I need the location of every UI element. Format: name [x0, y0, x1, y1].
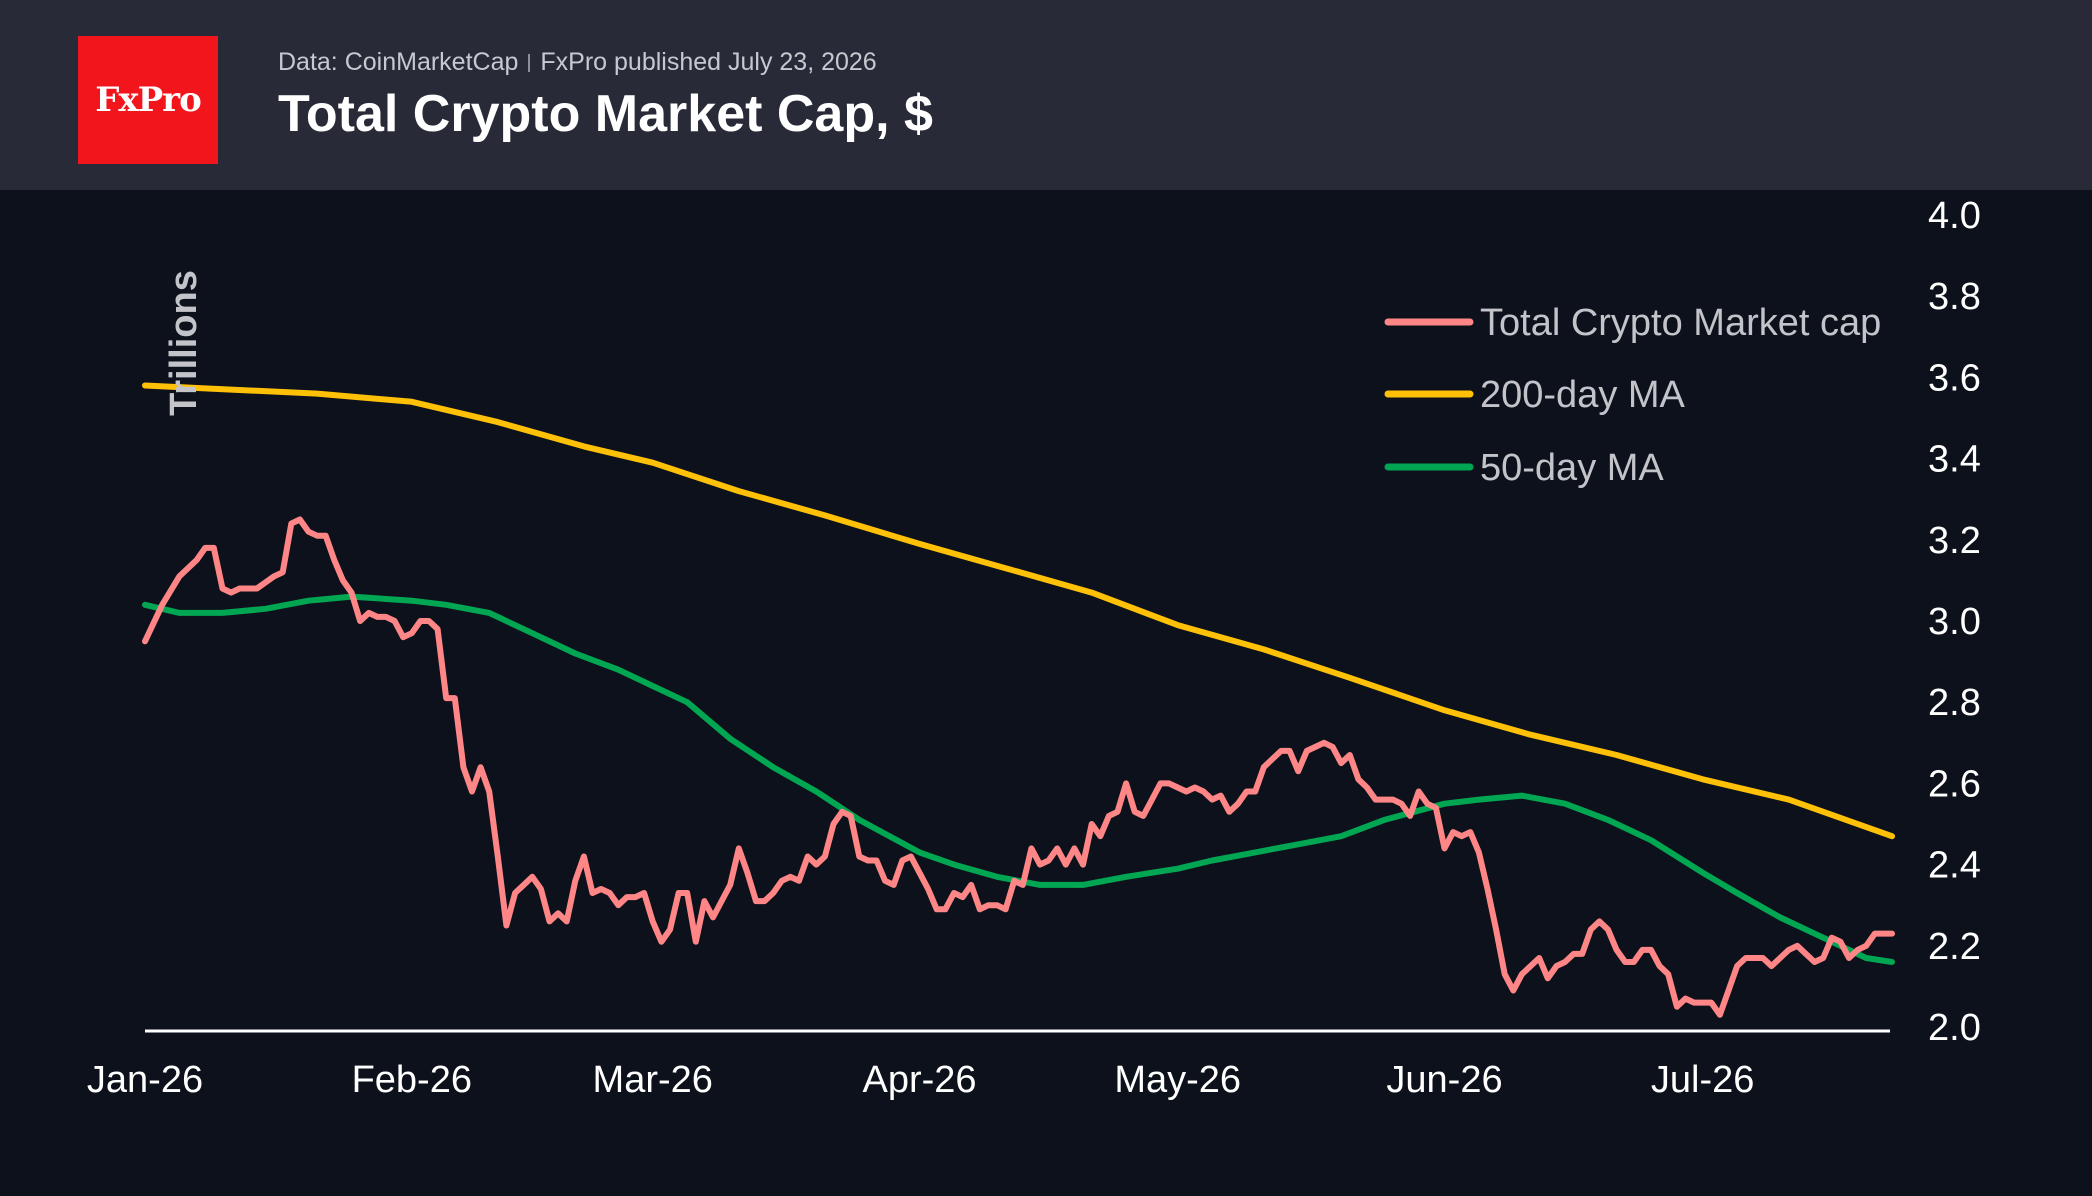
x-tick-label: Jul-26: [1651, 1059, 1755, 1101]
x-tick-label: Mar-26: [593, 1059, 713, 1101]
x-tick-label: Jan-26: [87, 1059, 203, 1101]
y-tick-label: 3.8: [1928, 276, 1981, 318]
y-tick-labels: 4.0 3.8 3.6 3.4 3.2 3.0 2.8 2.6 2.4 2.2 2.0: [1928, 195, 1981, 1049]
y-axis-label: Trillions: [163, 270, 205, 416]
y-tick-label: 3.0: [1928, 601, 1981, 643]
x-tick-label: Feb-26: [352, 1059, 472, 1101]
y-tick-label: 3.2: [1928, 520, 1981, 562]
meta-line: Data: CoinMarketCap FxPro published July …: [278, 48, 877, 77]
y-tick-label: 3.4: [1928, 439, 1981, 481]
y-tick-label: 4.0: [1928, 195, 1981, 237]
legend-label: 200-day MA: [1480, 374, 1686, 416]
y-tick-label: 2.6: [1928, 763, 1981, 805]
series-layer: [142, 382, 1895, 1018]
y-tick-label: 2.8: [1928, 682, 1981, 724]
legend-item: 50-day MA: [1384, 447, 1664, 489]
legend-item: 200-day MA: [1384, 374, 1686, 416]
chart-header: FxPro Data: CoinMarketCap FxPro published…: [0, 0, 2092, 190]
x-tick-labels: Jan-26 Feb-26 Mar-26 Apr-26 May-26 Jun-26 Jul-…: [87, 1059, 1755, 1101]
x-tick-label: May-26: [1114, 1059, 1241, 1101]
legend-item: Total Crypto Market cap: [1384, 302, 1881, 344]
chart-title: Total Crypto Market Cap, $: [278, 85, 933, 143]
y-tick-label: 3.6: [1928, 357, 1981, 399]
series-line-50-day-ma: [142, 593, 1895, 965]
x-tick-label: Jun-26: [1386, 1059, 1502, 1101]
fxpro-logo: FxPro: [78, 36, 218, 164]
logo-text: FxPro: [95, 80, 202, 120]
y-tick-label: 2.2: [1928, 926, 1981, 968]
legend-label: 50-day MA: [1480, 447, 1664, 489]
legend: Total Crypto Market cap 200-day MA 50-day …: [1384, 302, 1881, 489]
y-tick-label: 2.0: [1928, 1007, 1981, 1049]
meta-separator: [528, 54, 531, 73]
legend-label: Total Crypto Market cap: [1480, 302, 1881, 344]
x-tick-label: Apr-26: [863, 1059, 977, 1101]
published-date: FxPro published July 23, 2026: [540, 48, 877, 76]
series-line-total-crypto-market-cap: [142, 516, 1895, 1018]
y-tick-label: 2.4: [1928, 845, 1981, 887]
data-source: Data: CoinMarketCap: [278, 48, 519, 76]
series-line-200-day-ma: [142, 382, 1895, 840]
